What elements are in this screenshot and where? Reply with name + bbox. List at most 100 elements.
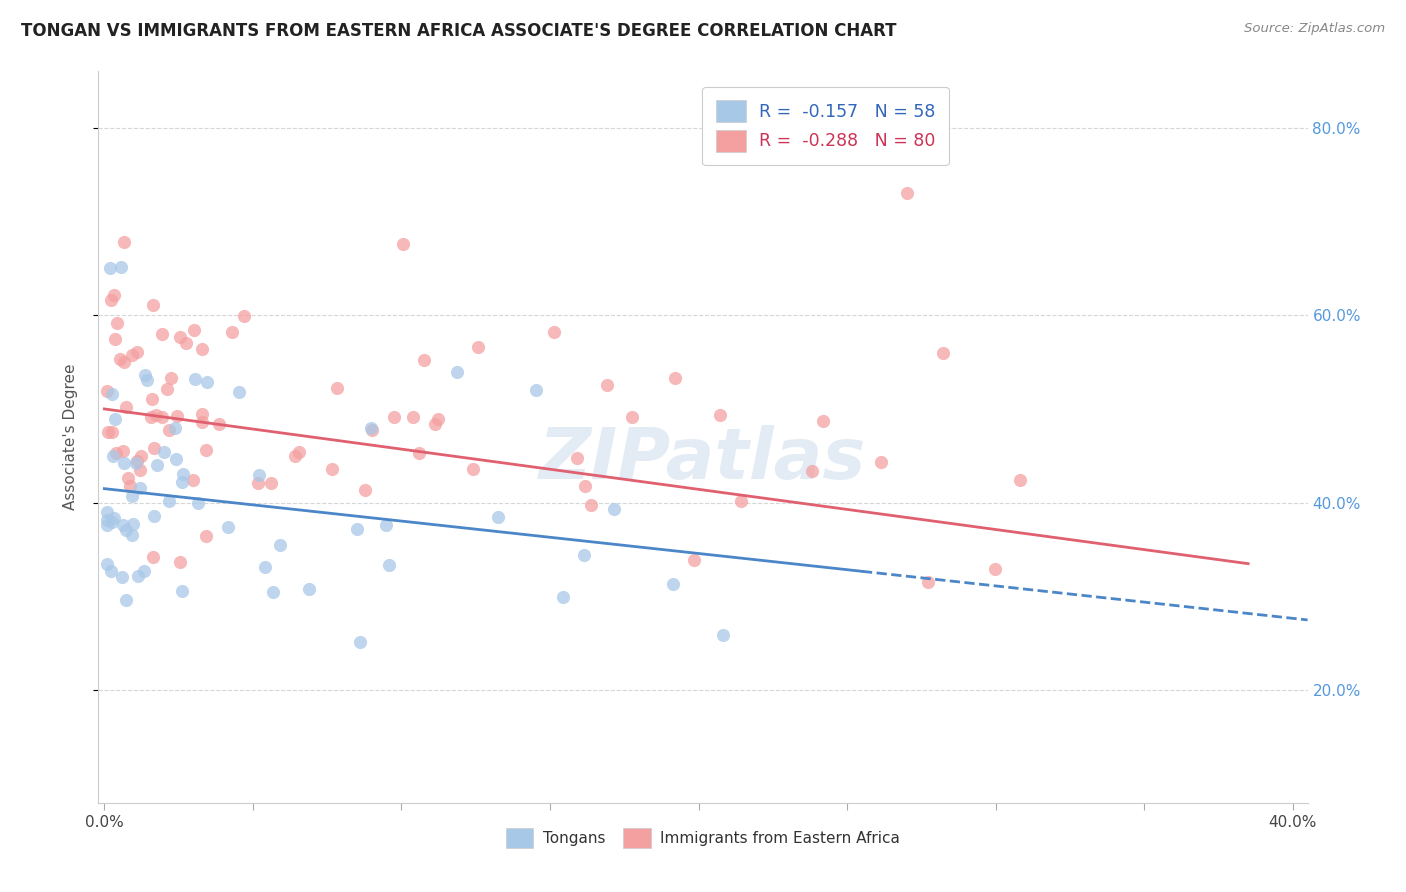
- Point: [115, 523, 138, 537]
- Point: [172, 583, 194, 598]
- Point: [143, 508, 166, 523]
- Point: [115, 401, 138, 415]
- Text: TONGAN VS IMMIGRANTS FROM EASTERN AFRICA ASSOCIATE'S DEGREE CORRELATION CHART: TONGAN VS IMMIGRANTS FROM EASTERN AFRICA…: [21, 22, 897, 40]
- Point: [127, 345, 149, 359]
- Point: [524, 384, 547, 398]
- Point: [811, 414, 834, 428]
- Point: [101, 515, 124, 529]
- Point: [157, 423, 180, 437]
- Point: [382, 410, 405, 425]
- Point: [321, 462, 343, 476]
- Point: [136, 373, 159, 387]
- Point: [110, 351, 132, 366]
- Point: [96, 505, 118, 519]
- Point: [374, 517, 396, 532]
- Point: [129, 463, 152, 477]
- Point: [191, 415, 214, 429]
- Point: [253, 560, 276, 574]
- Point: [896, 186, 918, 201]
- Point: [114, 355, 136, 369]
- Point: [664, 371, 686, 385]
- Point: [163, 420, 186, 434]
- Point: [97, 425, 120, 439]
- Point: [984, 562, 1007, 576]
- Point: [463, 462, 485, 476]
- Point: [103, 449, 125, 463]
- Point: [662, 577, 685, 591]
- Point: [565, 450, 588, 465]
- Point: [596, 378, 619, 392]
- Point: [127, 569, 149, 583]
- Point: [195, 376, 218, 390]
- Point: [181, 473, 204, 487]
- Y-axis label: Associate's Degree: Associate's Degree: [63, 364, 77, 510]
- Point: [354, 483, 377, 497]
- Point: [869, 455, 891, 469]
- Point: [100, 293, 122, 307]
- Point: [260, 476, 283, 491]
- Point: [208, 417, 231, 432]
- Point: [800, 464, 823, 478]
- Point: [141, 549, 163, 564]
- Point: [125, 453, 148, 467]
- Point: [96, 513, 118, 527]
- Point: [101, 386, 124, 401]
- Point: [100, 425, 122, 439]
- Point: [1008, 473, 1031, 487]
- Point: [156, 382, 179, 396]
- Point: [195, 529, 218, 543]
- Point: [228, 384, 250, 399]
- Point: [104, 332, 127, 346]
- Text: ZIPatlas: ZIPatlas: [540, 425, 866, 493]
- Point: [349, 635, 371, 649]
- Point: [360, 421, 382, 435]
- Point: [346, 522, 368, 536]
- Point: [142, 298, 165, 312]
- Point: [129, 449, 152, 463]
- Point: [104, 412, 127, 426]
- Point: [96, 557, 118, 571]
- Point: [114, 593, 136, 607]
- Point: [122, 516, 145, 531]
- Point: [425, 417, 447, 431]
- Point: [361, 423, 384, 437]
- Point: [408, 446, 430, 460]
- Point: [221, 325, 243, 339]
- Point: [187, 496, 209, 510]
- Point: [711, 628, 734, 642]
- Point: [112, 444, 135, 458]
- Point: [174, 335, 197, 350]
- Point: [427, 412, 450, 426]
- Point: [142, 441, 165, 455]
- Point: [325, 381, 347, 395]
- Point: [572, 548, 595, 562]
- Point: [121, 348, 143, 362]
- Point: [145, 408, 167, 422]
- Point: [112, 456, 135, 470]
- Point: [446, 365, 468, 379]
- Point: [603, 502, 626, 516]
- Point: [96, 384, 118, 399]
- Point: [194, 442, 217, 457]
- Point: [191, 407, 214, 421]
- Point: [141, 409, 163, 424]
- Point: [683, 553, 706, 567]
- Point: [183, 322, 205, 336]
- Point: [402, 409, 425, 424]
- Point: [105, 446, 128, 460]
- Point: [413, 353, 436, 368]
- Text: Source: ZipAtlas.com: Source: ZipAtlas.com: [1244, 22, 1385, 36]
- Point: [579, 498, 602, 512]
- Point: [247, 475, 270, 490]
- Point: [125, 456, 148, 470]
- Point: [730, 494, 752, 508]
- Point: [169, 555, 191, 569]
- Point: [98, 261, 121, 276]
- Point: [169, 329, 191, 343]
- Point: [165, 452, 187, 467]
- Point: [128, 481, 150, 495]
- Point: [111, 518, 134, 533]
- Point: [543, 325, 565, 339]
- Point: [184, 372, 207, 386]
- Point: [467, 340, 489, 354]
